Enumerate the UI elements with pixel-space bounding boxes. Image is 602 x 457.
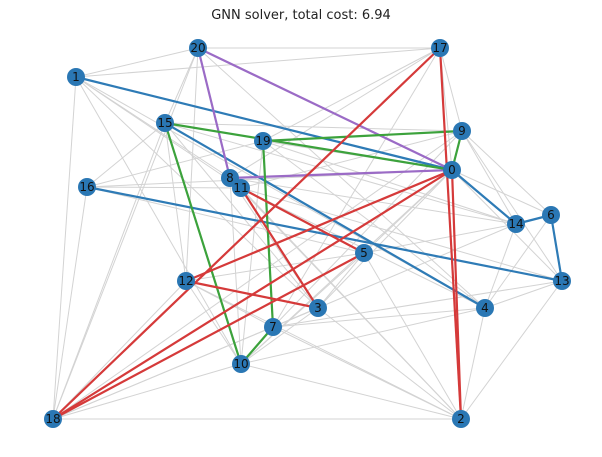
edge-9-14 (462, 131, 516, 224)
route-edge-13-16 (87, 187, 562, 281)
node-9: 9 (453, 122, 471, 140)
node-5: 5 (355, 244, 373, 262)
node-13: 13 (553, 272, 571, 290)
edge-14-5 (364, 224, 516, 253)
node-3: 3 (309, 299, 327, 317)
node-15: 15 (156, 114, 174, 132)
node-label-17: 17 (432, 41, 447, 55)
edge-16-18 (53, 187, 87, 419)
edge-11-2 (241, 188, 461, 419)
node-label-3: 3 (314, 301, 322, 315)
edge-17-7 (273, 48, 440, 327)
route-edges (53, 48, 562, 419)
node-label-6: 6 (547, 208, 555, 222)
node-label-13: 13 (554, 274, 569, 288)
edge-7-18 (53, 327, 273, 419)
edge-12-18 (53, 281, 186, 419)
node-17: 17 (431, 39, 449, 57)
node-16: 16 (78, 178, 96, 196)
edge-10-2 (241, 364, 461, 419)
edge-7-2 (273, 327, 461, 419)
node-label-9: 9 (458, 124, 466, 138)
node-14: 14 (507, 215, 525, 233)
node-label-20: 20 (190, 41, 205, 55)
node-10: 10 (232, 355, 250, 373)
node-label-14: 14 (508, 217, 523, 231)
node-6: 6 (542, 206, 560, 224)
node-4: 4 (476, 299, 494, 317)
edge-1-20 (76, 48, 198, 77)
node-label-15: 15 (157, 116, 172, 130)
node-1: 1 (67, 68, 85, 86)
edge-2-3 (318, 308, 461, 419)
node-label-19: 19 (255, 134, 270, 148)
edge-20-18 (53, 48, 198, 419)
node-2: 2 (452, 410, 470, 428)
edge-6-9 (462, 131, 551, 215)
node-20: 20 (189, 39, 207, 57)
node-label-16: 16 (79, 180, 94, 194)
edge-20-12 (186, 48, 198, 281)
node-18: 18 (44, 410, 62, 428)
node-0: 0 (443, 161, 461, 179)
node-label-5: 5 (360, 246, 368, 260)
route-edge-0-12 (186, 170, 452, 281)
node-label-1: 1 (72, 70, 80, 84)
route-edge-8-0 (230, 170, 452, 178)
node-19: 19 (254, 132, 272, 150)
node-label-10: 10 (233, 357, 248, 371)
edge-5-2 (364, 253, 461, 419)
node-label-4: 4 (481, 301, 489, 315)
node-11: 11 (232, 179, 250, 197)
background-edges (53, 48, 562, 419)
edge-9-13 (462, 131, 562, 281)
edge-13-4 (485, 281, 562, 308)
node-label-18: 18 (45, 412, 60, 426)
node-7: 7 (264, 318, 282, 336)
route-edge-17-2 (440, 48, 461, 419)
edge-17-19 (263, 48, 440, 141)
edge-5-3 (318, 253, 364, 308)
edge-9-18 (53, 131, 462, 419)
node-label-7: 7 (269, 320, 277, 334)
route-edge-0-20 (198, 48, 452, 170)
node-label-11: 11 (233, 181, 248, 195)
node-label-12: 12 (178, 274, 193, 288)
edge-1-17 (76, 48, 440, 77)
node-12: 12 (177, 272, 195, 290)
edge-20-15 (165, 48, 198, 123)
node-label-2: 2 (457, 412, 465, 426)
node-label-0: 0 (448, 163, 456, 177)
route-edge-19-9 (263, 131, 462, 141)
